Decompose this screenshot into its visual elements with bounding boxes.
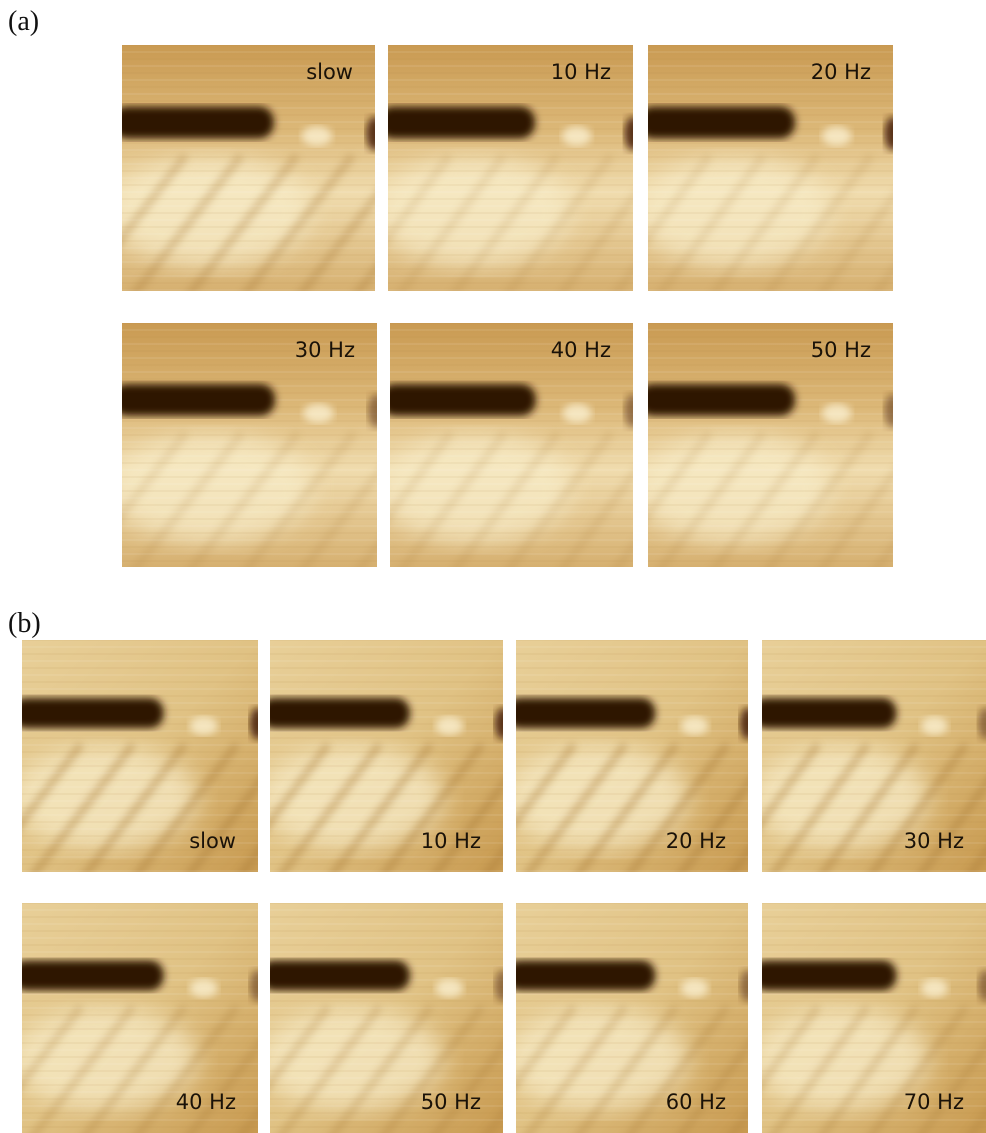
dark-feature [506,961,655,991]
surface-stripe [922,156,986,304]
dark-spot [366,116,384,150]
afm-image: 70 Hz [717,903,986,1133]
image-label: 40 Hz [176,1090,236,1114]
bright-spot [563,404,592,424]
image-label: 10 Hz [421,829,481,853]
panel-label: (a) [8,6,39,37]
image-label: 20 Hz [666,829,726,853]
page: (a) (b) slow 10 Hz 20 Hz 30 Hz 40 Hz 50 Hz slo… [0,0,986,1133]
dark-feature [752,961,896,991]
bright-spot [562,126,591,146]
dark-spot [495,707,511,739]
dark-feature [752,698,896,728]
image-label: 20 Hz [811,60,871,84]
dark-feature [378,107,535,139]
image-label: 30 Hz [295,338,355,362]
image-label: 40 Hz [551,338,611,362]
dark-feature [506,698,655,728]
dark-feature [112,384,275,416]
dark-spot [250,970,267,1002]
image-label: 30 Hz [904,829,964,853]
image-label: slow [306,60,353,84]
dark-spot [250,707,267,739]
bright-spot [822,126,851,146]
dark-spot [624,116,641,150]
dark-spot [740,707,756,739]
dark-feature [260,961,410,991]
image-label: 60 Hz [666,1090,726,1114]
dark-spot [884,394,901,428]
bright-spot [921,717,948,736]
afm-image: 50 Hz [599,323,986,579]
image-label: 50 Hz [811,338,871,362]
dark-feature [12,961,164,991]
bright-spot [302,126,332,146]
bright-spot [303,404,334,424]
dark-feature [638,384,795,416]
afm-image: 20 Hz [599,45,986,303]
image-label: 70 Hz [904,1090,964,1114]
dark-feature [638,107,795,139]
dark-feature [12,698,164,728]
image-label: 50 Hz [421,1090,481,1114]
bright-spot [681,717,709,736]
dark-spot [740,970,756,1002]
bright-spot [190,979,218,997]
dark-spot [368,394,386,428]
bright-spot [681,979,709,997]
image-label: slow [189,829,236,853]
bright-spot [822,404,851,424]
panel-label: (b) [8,608,41,639]
afm-image: 30 Hz [717,640,986,884]
dark-spot [495,970,511,1002]
bright-spot [921,979,948,997]
dark-spot [624,394,641,428]
image-label: 10 Hz [551,60,611,84]
surface-stripe [922,433,986,579]
figure: (a) (b) slow 10 Hz 20 Hz 30 Hz 40 Hz 50 Hz slo… [0,0,986,1133]
dark-feature [260,698,410,728]
bright-spot [435,979,463,997]
dark-feature [112,107,274,139]
bright-spot [435,717,463,736]
bright-spot [190,717,218,736]
dark-spot [884,116,901,150]
dark-feature [380,384,536,416]
